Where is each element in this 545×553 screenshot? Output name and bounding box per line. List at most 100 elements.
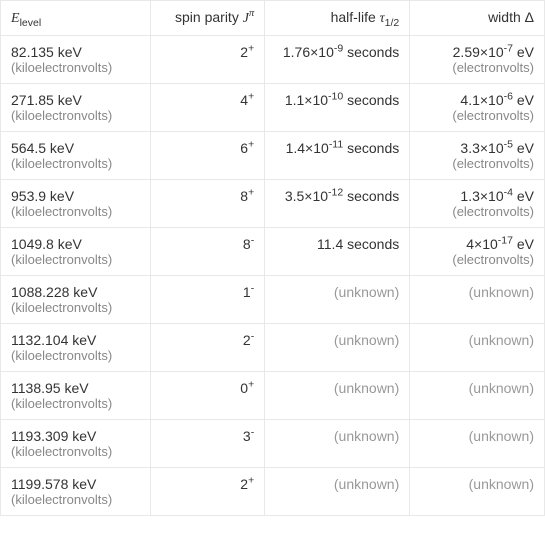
- energy-unit: (kiloelectronvolts): [11, 444, 140, 459]
- energy-value: 1193.309 keV: [11, 428, 140, 444]
- energy-cell: 1088.228 keV(kiloelectronvolts): [1, 276, 151, 324]
- table-row: 1138.95 keV(kiloelectronvolts)0+(unknown…: [1, 372, 545, 420]
- width-cell: (unknown): [410, 276, 545, 324]
- energy-cell: 1199.578 keV(kiloelectronvolts): [1, 468, 151, 516]
- width-cell: 4×10-17 eV(electronvolts): [410, 228, 545, 276]
- half-life-value: 3.5×10-12 seconds: [275, 188, 399, 204]
- width-value: (unknown): [420, 428, 534, 444]
- width-cell: 3.3×10-5 eV(electronvolts): [410, 132, 545, 180]
- energy-unit: (kiloelectronvolts): [11, 108, 140, 123]
- width-cell: (unknown): [410, 324, 545, 372]
- half-life-value: 1.4×10-11 seconds: [275, 140, 399, 156]
- energy-unit: (kiloelectronvolts): [11, 396, 140, 411]
- table-body: 82.135 keV(kiloelectronvolts)2+1.76×10-9…: [1, 36, 545, 516]
- table-row: 271.85 keV(kiloelectronvolts)4+1.1×10-10…: [1, 84, 545, 132]
- header-half-life: half-life τ1/2: [265, 1, 410, 36]
- table-row: 953.9 keV(kiloelectronvolts)8+3.5×10-12 …: [1, 180, 545, 228]
- half-life-value: 1.1×10-10 seconds: [275, 92, 399, 108]
- energy-unit: (kiloelectronvolts): [11, 492, 140, 507]
- energy-unit: (kiloelectronvolts): [11, 348, 140, 363]
- energy-cell: 1138.95 keV(kiloelectronvolts): [1, 372, 151, 420]
- width-cell: (unknown): [410, 372, 545, 420]
- spin-parity-cell: 0+: [151, 372, 265, 420]
- half-life-value: (unknown): [275, 428, 399, 444]
- half-life-cell: 1.1×10-10 seconds: [265, 84, 410, 132]
- header-spin-parity: spin parity Jπ: [151, 1, 265, 36]
- half-life-value: 1.76×10-9 seconds: [275, 44, 399, 60]
- energy-unit: (kiloelectronvolts): [11, 60, 140, 75]
- energy-cell: 82.135 keV(kiloelectronvolts): [1, 36, 151, 84]
- energy-cell: 271.85 keV(kiloelectronvolts): [1, 84, 151, 132]
- table-row: 1049.8 keV(kiloelectronvolts)8-11.4 seco…: [1, 228, 545, 276]
- width-value: 4.1×10-6 eV: [420, 92, 534, 108]
- nuclear-levels-table: Elevel spin parity Jπ half-life τ1/2 wid…: [0, 0, 545, 516]
- energy-value: 1138.95 keV: [11, 380, 140, 396]
- energy-unit: (kiloelectronvolts): [11, 300, 140, 315]
- half-life-value: (unknown): [275, 476, 399, 492]
- half-life-cell: (unknown): [265, 420, 410, 468]
- half-life-cell: (unknown): [265, 276, 410, 324]
- table-row: 1132.104 keV(kiloelectronvolts)2-(unknow…: [1, 324, 545, 372]
- width-unit: (electronvolts): [420, 252, 534, 267]
- spin-parity-cell: 8+: [151, 180, 265, 228]
- energy-unit: (kiloelectronvolts): [11, 252, 140, 267]
- half-life-cell: (unknown): [265, 324, 410, 372]
- spin-parity-cell: 3-: [151, 420, 265, 468]
- width-value: (unknown): [420, 476, 534, 492]
- half-life-cell: 1.76×10-9 seconds: [265, 36, 410, 84]
- width-unit: (electronvolts): [420, 156, 534, 171]
- width-value: 1.3×10-4 eV: [420, 188, 534, 204]
- half-life-value: (unknown): [275, 380, 399, 396]
- energy-unit: (kiloelectronvolts): [11, 156, 140, 171]
- half-life-cell: (unknown): [265, 468, 410, 516]
- width-cell: (unknown): [410, 420, 545, 468]
- width-value: (unknown): [420, 332, 534, 348]
- half-life-value: 11.4 seconds: [275, 236, 399, 252]
- energy-cell: 1132.104 keV(kiloelectronvolts): [1, 324, 151, 372]
- half-life-cell: 1.4×10-11 seconds: [265, 132, 410, 180]
- width-cell: 2.59×10-7 eV(electronvolts): [410, 36, 545, 84]
- energy-value: 271.85 keV: [11, 92, 140, 108]
- width-unit: (electronvolts): [420, 108, 534, 123]
- table-row: 1088.228 keV(kiloelectronvolts)1-(unknow…: [1, 276, 545, 324]
- half-life-cell: 3.5×10-12 seconds: [265, 180, 410, 228]
- spin-parity-cell: 6+: [151, 132, 265, 180]
- energy-cell: 953.9 keV(kiloelectronvolts): [1, 180, 151, 228]
- half-life-value: (unknown): [275, 332, 399, 348]
- spin-parity-cell: 2+: [151, 468, 265, 516]
- energy-value: 82.135 keV: [11, 44, 140, 60]
- energy-cell: 564.5 keV(kiloelectronvolts): [1, 132, 151, 180]
- spin-parity-cell: 2+: [151, 36, 265, 84]
- spin-parity-cell: 1-: [151, 276, 265, 324]
- width-value: 3.3×10-5 eV: [420, 140, 534, 156]
- spin-parity-cell: 2-: [151, 324, 265, 372]
- width-value: 2.59×10-7 eV: [420, 44, 534, 60]
- energy-unit: (kiloelectronvolts): [11, 204, 140, 219]
- half-life-value: (unknown): [275, 284, 399, 300]
- energy-value: 564.5 keV: [11, 140, 140, 156]
- energy-value: 953.9 keV: [11, 188, 140, 204]
- spin-parity-cell: 8-: [151, 228, 265, 276]
- spin-parity-cell: 4+: [151, 84, 265, 132]
- energy-value: 1088.228 keV: [11, 284, 140, 300]
- width-cell: 4.1×10-6 eV(electronvolts): [410, 84, 545, 132]
- table-row: 1193.309 keV(kiloelectronvolts)3-(unknow…: [1, 420, 545, 468]
- width-unit: (electronvolts): [420, 60, 534, 75]
- width-unit: (electronvolts): [420, 204, 534, 219]
- width-cell: 1.3×10-4 eV(electronvolts): [410, 180, 545, 228]
- energy-value: 1199.578 keV: [11, 476, 140, 492]
- header-width: width Δ: [410, 1, 545, 36]
- energy-value: 1049.8 keV: [11, 236, 140, 252]
- energy-value: 1132.104 keV: [11, 332, 140, 348]
- half-life-cell: 11.4 seconds: [265, 228, 410, 276]
- width-value: (unknown): [420, 284, 534, 300]
- header-energy: Elevel: [1, 1, 151, 36]
- half-life-cell: (unknown): [265, 372, 410, 420]
- table-row: 1199.578 keV(kiloelectronvolts)2+(unknow…: [1, 468, 545, 516]
- table-header-row: Elevel spin parity Jπ half-life τ1/2 wid…: [1, 1, 545, 36]
- width-value: (unknown): [420, 380, 534, 396]
- table-row: 82.135 keV(kiloelectronvolts)2+1.76×10-9…: [1, 36, 545, 84]
- energy-cell: 1049.8 keV(kiloelectronvolts): [1, 228, 151, 276]
- energy-cell: 1193.309 keV(kiloelectronvolts): [1, 420, 151, 468]
- table-row: 564.5 keV(kiloelectronvolts)6+1.4×10-11 …: [1, 132, 545, 180]
